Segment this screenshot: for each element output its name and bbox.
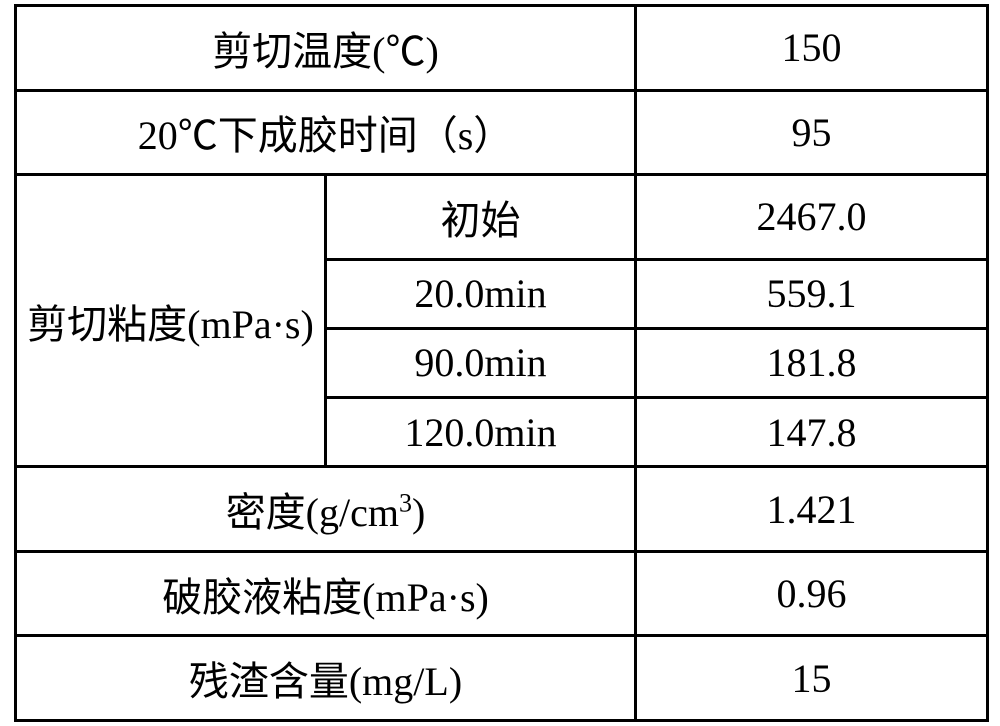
row-label: 剪切粘度(mPa·s) [16, 175, 326, 467]
row-value: 150 [636, 6, 988, 91]
table-row: 剪切粘度(mPa·s) 初始 2467.0 [16, 175, 988, 260]
row-value: 181.8 [636, 328, 988, 397]
row-sublabel: 20.0min [326, 259, 636, 328]
properties-table: 剪切温度(℃) 150 20℃下成胶时间（s） 95 剪切粘度(mPa·s) 初… [14, 4, 989, 722]
row-sublabel: 90.0min [326, 328, 636, 397]
row-label: 密度(g/cm3) [16, 467, 636, 552]
row-label: 破胶液粘度(mPa·s) [16, 551, 636, 636]
table-row: 20℃下成胶时间（s） 95 [16, 90, 988, 175]
row-value: 147.8 [636, 398, 988, 467]
table-row: 剪切温度(℃) 150 [16, 6, 988, 91]
row-label: 残渣含量(mg/L) [16, 636, 636, 721]
row-sublabel: 120.0min [326, 398, 636, 467]
row-label: 20℃下成胶时间（s） [16, 90, 636, 175]
table-row: 密度(g/cm3) 1.421 [16, 467, 988, 552]
row-value: 2467.0 [636, 175, 988, 260]
table-row: 残渣含量(mg/L) 15 [16, 636, 988, 721]
row-value: 95 [636, 90, 988, 175]
row-sublabel: 初始 [326, 175, 636, 260]
row-value: 559.1 [636, 259, 988, 328]
row-value: 0.96 [636, 551, 988, 636]
table-row: 破胶液粘度(mPa·s) 0.96 [16, 551, 988, 636]
row-value: 1.421 [636, 467, 988, 552]
row-value: 15 [636, 636, 988, 721]
row-label: 剪切温度(℃) [16, 6, 636, 91]
